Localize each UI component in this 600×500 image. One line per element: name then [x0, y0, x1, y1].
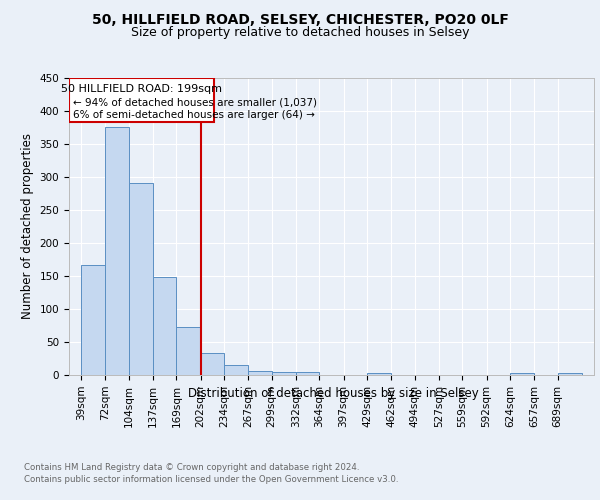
Bar — [558, 373, 582, 375]
Bar — [510, 373, 534, 375]
FancyBboxPatch shape — [69, 78, 214, 122]
Bar — [153, 277, 176, 375]
Text: Size of property relative to detached houses in Selsey: Size of property relative to detached ho… — [131, 26, 469, 39]
Bar — [296, 372, 319, 375]
Text: 6% of semi-detached houses are larger (64) →: 6% of semi-detached houses are larger (6… — [73, 110, 315, 120]
Bar — [129, 182, 153, 375]
Bar — [200, 353, 224, 375]
Bar — [105, 127, 129, 375]
Text: 50, HILLFIELD ROAD, SELSEY, CHICHESTER, PO20 0LF: 50, HILLFIELD ROAD, SELSEY, CHICHESTER, … — [92, 12, 508, 26]
Bar — [367, 373, 391, 375]
Bar — [272, 372, 296, 375]
Text: Contains public sector information licensed under the Open Government Licence v3: Contains public sector information licen… — [24, 475, 398, 484]
Bar — [248, 371, 272, 375]
Y-axis label: Number of detached properties: Number of detached properties — [21, 133, 34, 320]
Text: Distribution of detached houses by size in Selsey: Distribution of detached houses by size … — [188, 388, 478, 400]
Text: ← 94% of detached houses are smaller (1,037): ← 94% of detached houses are smaller (1,… — [73, 98, 317, 108]
Bar — [224, 365, 248, 375]
Bar — [81, 264, 105, 375]
Bar — [176, 328, 200, 375]
Text: 50 HILLFIELD ROAD: 199sqm: 50 HILLFIELD ROAD: 199sqm — [61, 84, 222, 94]
Text: Contains HM Land Registry data © Crown copyright and database right 2024.: Contains HM Land Registry data © Crown c… — [24, 462, 359, 471]
